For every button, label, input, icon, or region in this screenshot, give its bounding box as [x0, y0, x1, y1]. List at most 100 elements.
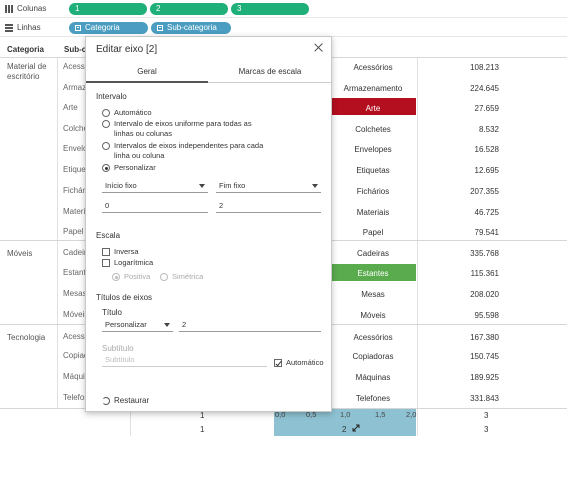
row-value: 95.598	[474, 311, 499, 320]
column-pill-2[interactable]: 2	[150, 2, 228, 15]
subtitle-input[interactable]: Subtítulo	[102, 353, 267, 367]
rows-shelf-label: Linhas	[17, 23, 41, 32]
bottom-value: 1	[200, 411, 205, 420]
tab-geral[interactable]: Geral	[137, 67, 157, 76]
row-value: 27.659	[474, 104, 499, 113]
end-value-input[interactable]: 2	[216, 199, 321, 213]
row-value: 208.020	[470, 290, 499, 299]
row-value: 8.532	[478, 125, 499, 134]
row-value: 115.361	[470, 269, 499, 278]
checkbox-automatico[interactable]: Automático	[274, 358, 324, 368]
active-tab-indicator	[86, 81, 208, 83]
undo-icon	[102, 396, 110, 405]
row-value: 150.745	[470, 352, 499, 361]
row-subcategory-label: Telefor	[63, 393, 88, 402]
header-subcategoria[interactable]: Sub-ca	[57, 42, 107, 58]
subtitle-label: Subtítulo	[102, 344, 134, 353]
bottom-value: 2	[342, 425, 347, 434]
section-intervalo: Intervalo	[96, 92, 127, 101]
radio-button	[160, 273, 168, 281]
radio-button[interactable]	[102, 164, 110, 172]
close-icon[interactable]	[313, 42, 325, 54]
row-subcategory-label: Estant	[63, 268, 86, 277]
radio-personalizar[interactable]: Personalizar	[102, 163, 156, 173]
title-mode-select[interactable]: Personalizar	[102, 318, 173, 332]
row-subcategory-label: Arte	[63, 103, 78, 112]
radio-uniforme[interactable]: Intervalo de eixos uniforme para todas a…	[102, 119, 272, 139]
row-subcategory-name: Papel	[362, 228, 384, 237]
row-subcategory-name: Materiais	[356, 208, 390, 217]
axis-tick-label: 0,5	[306, 410, 317, 419]
column-pill-3[interactable]: 3	[231, 2, 309, 15]
columns-shelf-label: Colunas	[17, 4, 47, 13]
edit-axis-dialog: Editar eixo [2] Geral Marcas de escala I…	[85, 36, 332, 412]
category-label: Material de escritório	[7, 62, 47, 81]
row-subcategory-name: Móveis	[360, 311, 386, 320]
row-subcategory-label: Colche	[63, 124, 88, 133]
grid-line	[57, 58, 58, 408]
highlight-estantes[interactable]	[330, 264, 416, 281]
row-subcategory-name: Máquinas	[355, 373, 391, 382]
row-subcategory-name: Acessórios	[353, 63, 393, 72]
restore-button[interactable]: Restaurar	[102, 396, 149, 405]
checkbox[interactable]	[102, 259, 110, 267]
header-categoria[interactable]: Categoria	[0, 42, 57, 58]
row-subcategory-name: Estantes	[357, 269, 389, 278]
row-value: 79.541	[474, 228, 499, 237]
end-mode-select[interactable]: Fim fixo	[216, 179, 321, 193]
checkbox[interactable]	[102, 248, 110, 256]
rows-icon	[4, 23, 14, 33]
radio-button[interactable]	[102, 109, 110, 117]
tab-marcas-de-escala[interactable]: Marcas de escala	[238, 67, 302, 76]
title-input[interactable]: 2	[179, 318, 321, 332]
row-pill-categoria[interactable]: Categoria	[69, 21, 148, 34]
checkbox-logaritmica[interactable]: Logarítmica	[102, 258, 153, 268]
chevron-down-icon	[199, 184, 205, 188]
radio-button[interactable]	[102, 120, 110, 128]
row-subcategory-label: Etique	[63, 165, 86, 174]
collapse-icon	[75, 24, 81, 31]
collapse-icon	[157, 24, 163, 31]
row-value: 207.355	[470, 187, 499, 196]
axis-band[interactable]	[274, 409, 416, 436]
dialog-tabs: Geral Marcas de escala	[86, 61, 331, 83]
highlight-arte[interactable]	[330, 98, 416, 115]
header-spacer	[107, 42, 567, 58]
row-subcategory-name: Fichários	[356, 187, 390, 196]
grid-line	[417, 58, 418, 436]
row-subcategory-label: Cadeir	[63, 248, 87, 257]
row-value: 224.645	[470, 84, 499, 93]
row-subcategory-name: Mesas	[361, 290, 385, 299]
columns-icon	[4, 4, 14, 14]
row-pill-subcategoria[interactable]: Sub-categoria	[151, 21, 231, 34]
radio-positiva: Positiva	[112, 272, 150, 282]
axis-tick-label: 0,0	[275, 410, 286, 419]
row-subcategory-name: Telefones	[355, 394, 391, 403]
bottom-value: 3	[484, 425, 489, 434]
row-subcategory-label: Acessó	[63, 62, 90, 71]
row-subcategory-label: Máquin	[63, 372, 90, 381]
row-subcategory-label: Móveis	[63, 310, 89, 319]
start-mode-select[interactable]: Início fixo	[102, 179, 208, 193]
radio-automatico[interactable]: Automático	[102, 108, 152, 118]
rows-shelf: Linhas Categoria Sub-categoria	[0, 19, 567, 37]
row-subcategory-label: Armaz	[63, 83, 87, 92]
checkbox[interactable]	[274, 359, 282, 367]
row-value: 189.925	[470, 373, 499, 382]
section-escala: Escala	[96, 231, 121, 240]
row-value: 331.843	[470, 394, 499, 403]
row-subcategory-label: Mesas	[63, 289, 87, 298]
start-value-input[interactable]: 0	[102, 199, 208, 213]
row-subcategory-label: Papel	[63, 227, 84, 236]
bottom-value: 1	[200, 425, 205, 434]
row-value: 335.768	[470, 249, 499, 258]
category-label: Móveis	[7, 249, 33, 258]
row-subcategory-label: Acessó	[63, 332, 90, 341]
radio-button[interactable]	[102, 142, 110, 150]
row-subcategory-name: Arte	[365, 104, 381, 113]
column-pill-1[interactable]: 1	[69, 2, 147, 15]
row-subcategory-name: Copiadoras	[352, 352, 394, 361]
row-subcategory-label: Copiad	[63, 351, 89, 360]
checkbox-inversa[interactable]: Inversa	[102, 247, 139, 257]
radio-independentes[interactable]: Intervalos de eixos independentes para c…	[102, 141, 272, 161]
